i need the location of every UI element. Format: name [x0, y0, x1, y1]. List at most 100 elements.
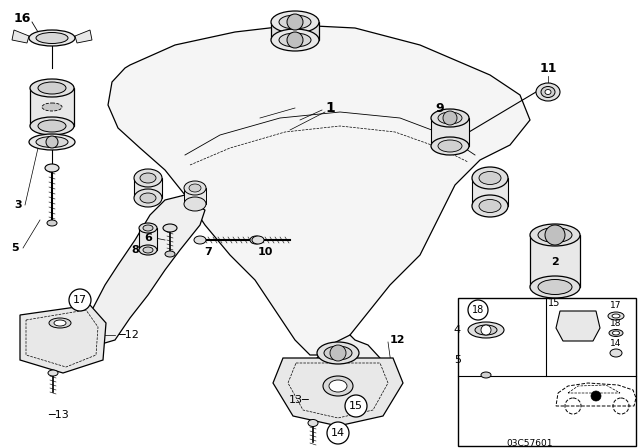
Circle shape [287, 14, 303, 30]
Bar [530, 235, 580, 287]
Circle shape [345, 395, 367, 417]
Ellipse shape [49, 318, 71, 328]
Ellipse shape [612, 314, 620, 318]
Ellipse shape [438, 112, 462, 124]
Ellipse shape [30, 117, 74, 135]
Ellipse shape [271, 29, 319, 51]
Ellipse shape [472, 195, 508, 217]
Polygon shape [88, 195, 205, 345]
Text: 3: 3 [14, 200, 22, 210]
Ellipse shape [29, 134, 75, 150]
Circle shape [46, 136, 58, 148]
Ellipse shape [329, 380, 347, 392]
Text: 18: 18 [472, 305, 484, 315]
Polygon shape [108, 25, 530, 355]
Text: 14: 14 [331, 428, 345, 438]
Ellipse shape [139, 245, 157, 255]
Bar [139, 228, 157, 250]
Ellipse shape [134, 189, 162, 207]
Text: 9: 9 [436, 102, 444, 115]
Bar [431, 118, 469, 146]
Ellipse shape [143, 225, 153, 231]
Text: 12: 12 [390, 335, 406, 345]
Text: 5: 5 [11, 243, 19, 253]
Text: ─12: ─12 [118, 330, 139, 340]
Polygon shape [20, 305, 106, 373]
Ellipse shape [42, 103, 62, 111]
Ellipse shape [279, 15, 311, 29]
Ellipse shape [140, 173, 156, 183]
Ellipse shape [472, 167, 508, 189]
Ellipse shape [29, 30, 75, 46]
Ellipse shape [163, 224, 177, 232]
Text: 10: 10 [257, 247, 273, 257]
Ellipse shape [30, 79, 74, 97]
Text: 2: 2 [551, 257, 559, 267]
Polygon shape [556, 311, 600, 341]
Ellipse shape [38, 82, 66, 94]
Bar [30, 88, 74, 126]
Ellipse shape [36, 137, 68, 147]
Text: 11: 11 [540, 61, 557, 74]
Ellipse shape [609, 329, 623, 336]
Ellipse shape [250, 236, 262, 244]
Ellipse shape [279, 33, 311, 47]
Ellipse shape [323, 376, 353, 396]
Ellipse shape [143, 247, 153, 253]
Ellipse shape [308, 419, 318, 426]
Ellipse shape [134, 169, 162, 187]
Ellipse shape [324, 346, 352, 360]
Ellipse shape [48, 370, 58, 376]
Ellipse shape [184, 181, 206, 195]
Ellipse shape [479, 199, 501, 212]
Ellipse shape [538, 280, 572, 294]
Ellipse shape [530, 276, 580, 298]
Text: 6: 6 [144, 233, 152, 243]
Bar [458, 298, 636, 446]
Text: 17: 17 [73, 295, 87, 305]
Ellipse shape [271, 11, 319, 33]
Ellipse shape [189, 184, 201, 192]
Polygon shape [75, 30, 92, 43]
Text: 15: 15 [548, 298, 560, 308]
Ellipse shape [184, 197, 206, 211]
Text: 14: 14 [611, 340, 621, 349]
Bar [184, 188, 206, 204]
Ellipse shape [475, 325, 497, 335]
Text: 03C57601: 03C57601 [507, 439, 553, 448]
Bar [134, 178, 162, 198]
Ellipse shape [438, 140, 462, 152]
Circle shape [287, 32, 303, 48]
Text: 13─: 13─ [289, 395, 310, 405]
Text: 5: 5 [454, 355, 461, 365]
Ellipse shape [38, 120, 66, 132]
Ellipse shape [479, 172, 501, 185]
Text: 4: 4 [454, 325, 461, 335]
Ellipse shape [139, 223, 157, 233]
Polygon shape [273, 358, 403, 426]
Ellipse shape [608, 312, 624, 320]
Ellipse shape [431, 109, 469, 127]
Ellipse shape [45, 164, 59, 172]
Text: 1: 1 [325, 101, 335, 115]
Ellipse shape [194, 236, 206, 244]
Ellipse shape [612, 331, 620, 335]
Text: 8: 8 [131, 245, 139, 255]
Bar [472, 178, 508, 206]
Circle shape [330, 345, 346, 361]
Text: ─13: ─13 [48, 410, 68, 420]
Ellipse shape [140, 193, 156, 203]
Circle shape [443, 111, 457, 125]
Bar [271, 22, 319, 40]
Text: 18: 18 [611, 319, 621, 328]
Ellipse shape [530, 224, 580, 246]
Ellipse shape [165, 251, 175, 257]
Circle shape [481, 325, 491, 335]
Ellipse shape [252, 236, 264, 244]
Ellipse shape [468, 322, 504, 338]
Text: 7: 7 [204, 247, 212, 257]
Text: 16: 16 [13, 12, 31, 25]
Circle shape [591, 391, 601, 401]
Ellipse shape [54, 320, 66, 326]
Ellipse shape [610, 349, 622, 357]
